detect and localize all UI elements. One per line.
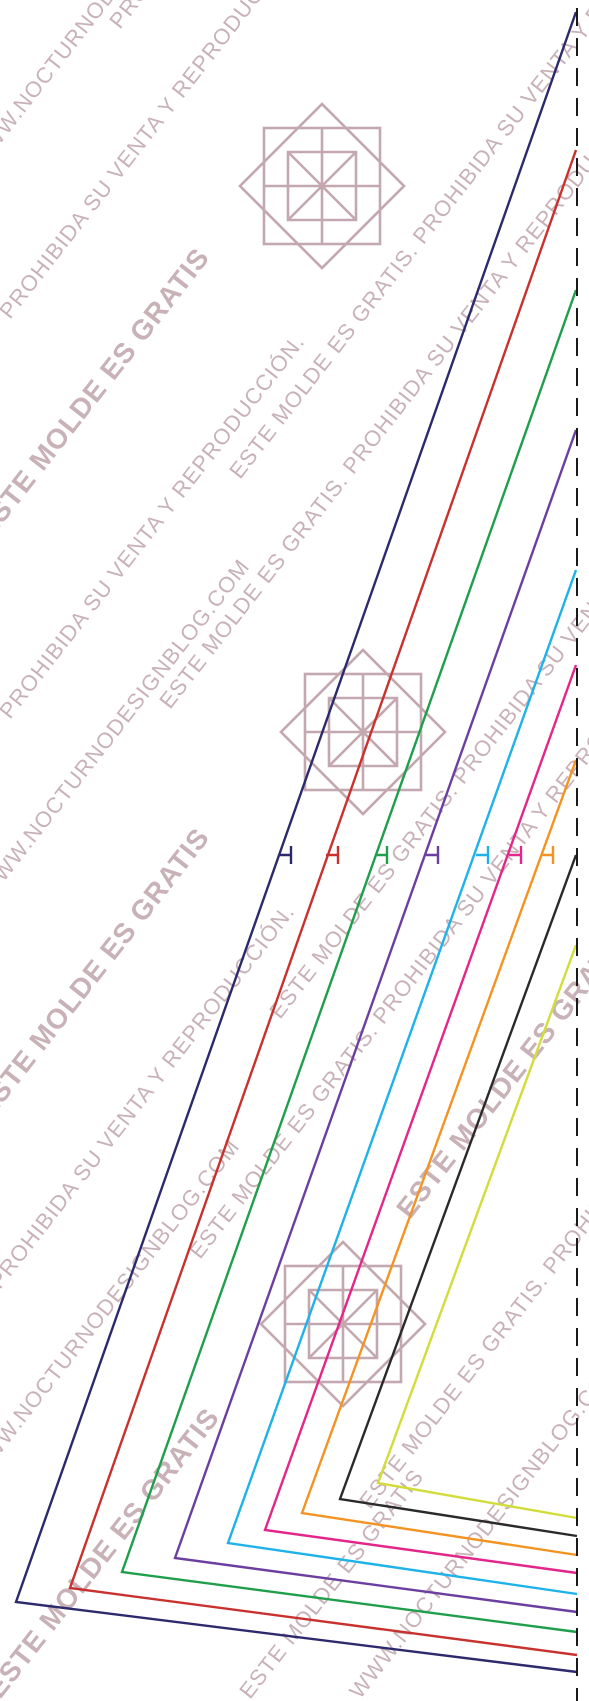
pattern-outline-size-7 [300,759,578,1557]
pattern-outline-size-1 [14,11,578,1674]
watermark-text-8: WWW.NOCTURNODESIGNBLOG.COM [0,554,254,903]
watermark-text-17: ESTE MOLDE ES GRATIS [234,1464,428,1701]
notch-mark-size-4 [426,846,440,864]
pattern-outline-size-8 [338,854,578,1538]
watermark-text-10: ESTE MOLDE ES GRATIS. PROHIBIDA SU VENTA… [264,55,589,1023]
pattern-outline-size-4 [173,429,578,1614]
notch-mark-size-1 [279,846,293,864]
star-ornament-icon [259,1240,427,1408]
pattern-outline-size-3 [120,289,578,1634]
notch-mark-size-5 [476,846,490,864]
star-ornament-icon [238,102,406,270]
notch-mark-size-6 [509,846,523,864]
notch-mark-size-7 [541,846,555,864]
watermark-text-7: ESTE MOLDE ES GRATIS. PROHIBIDA SU VENTA… [154,85,589,714]
pattern-outline-size-2 [68,149,578,1657]
pattern-outline-size-6 [263,664,578,1575]
notch-mark-size-3 [375,846,389,864]
pattern-layer [14,11,578,1674]
notch-mark-size-2 [326,846,340,864]
pattern-outline-size-9 [376,944,578,1520]
watermark-text-9: ESTE MOLDE ES GRATIS [0,822,216,1124]
pattern-outline-size-5 [226,569,578,1596]
